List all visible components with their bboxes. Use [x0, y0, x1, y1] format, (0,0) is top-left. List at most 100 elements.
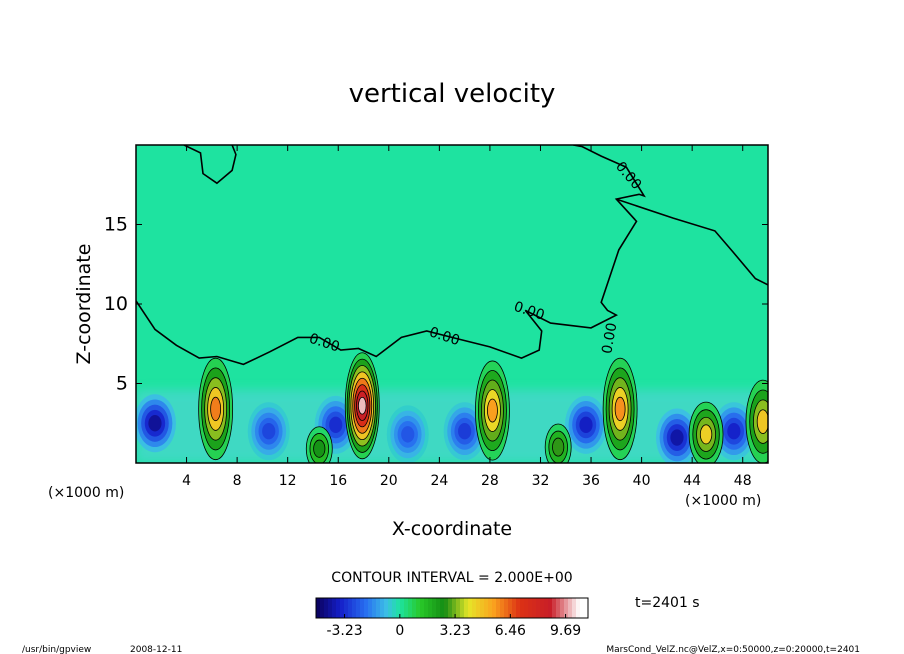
y-axis: 5 10 15 [104, 214, 768, 395]
y-axis-label: Z-coordinate [73, 244, 95, 365]
colorbar-band [548, 598, 553, 618]
colorbar-band [412, 598, 417, 618]
colorbar-band [444, 598, 449, 618]
x-unit-label-right: (×1000 m) [685, 493, 761, 509]
updraft-cell [305, 426, 333, 463]
colorbar-band [520, 598, 525, 618]
downdraft-cell [386, 405, 429, 463]
colorbar-band [524, 598, 529, 618]
zero-contour-line [616, 198, 768, 286]
footer-program: /usr/bin/gpview [22, 645, 91, 654]
colorbar-band [400, 598, 405, 618]
updraft-cell [198, 357, 234, 461]
colorbar-band [404, 598, 409, 618]
y-tick-label: 15 [104, 214, 128, 236]
footer-date: 2008-12-11 [130, 645, 182, 654]
colorbar-band [552, 598, 557, 618]
colorbar-band [476, 598, 481, 618]
plot-area [136, 145, 768, 463]
velocity-cells [136, 352, 768, 463]
colorbar-tick-label: 9.69 [550, 623, 581, 639]
colorbar-band [320, 598, 325, 618]
colorbar-band [528, 598, 533, 618]
colorbar-band [540, 598, 545, 618]
x-tick-label: 40 [633, 473, 651, 489]
colorbar-band [324, 598, 329, 618]
colorbar-band [416, 598, 421, 618]
colorbar-band [368, 598, 373, 618]
colorbar-band [372, 598, 377, 618]
updraft-cell [344, 352, 380, 460]
colorbar-band [576, 598, 581, 618]
colorbar-band [392, 598, 397, 618]
colorbar-band [536, 598, 541, 618]
colorbar-band [440, 598, 445, 618]
downdraft-cell [247, 402, 290, 461]
colorbar-band [360, 598, 365, 618]
colorbar-band [500, 598, 505, 618]
colorbar-band [348, 598, 353, 618]
colorbar-band [488, 598, 493, 618]
colorbar-band [456, 598, 461, 618]
colorbar-bands [316, 598, 589, 618]
x-tick-label: 8 [233, 473, 242, 489]
colorbar-band [328, 598, 333, 618]
colorbar-band [436, 598, 441, 618]
colorbar-band [556, 598, 561, 618]
colorbar-band [496, 598, 501, 618]
colorbar-band [468, 598, 473, 618]
chart-title: vertical velocity [349, 79, 556, 109]
colorbar-tick-label: 3.23 [439, 623, 470, 639]
y-tick-label: 10 [104, 293, 128, 315]
x-tick-label: 16 [329, 473, 347, 489]
colorbar-band [564, 598, 569, 618]
downdraft-cell [564, 395, 607, 454]
y-tick-label: 5 [116, 373, 128, 395]
colorbar-band [560, 598, 565, 618]
downdraft-cell [136, 394, 176, 453]
colorbar-band [504, 598, 509, 618]
colorbar-band [472, 598, 477, 618]
colorbar-band [480, 598, 485, 618]
x-tick-label: 28 [481, 473, 499, 489]
x-tick-label: 36 [582, 473, 600, 489]
x-tick-label: 32 [532, 473, 550, 489]
updraft-cell [745, 379, 768, 463]
downdraft-cell [712, 402, 755, 461]
colorbar-band [532, 598, 537, 618]
contour-interval: CONTOUR INTERVAL = 2.000E+00 [331, 570, 572, 586]
colorbar-band [484, 598, 489, 618]
colorbar-band [408, 598, 413, 618]
x-tick-label: 48 [734, 473, 752, 489]
colorbar-band [512, 598, 517, 618]
colorbar-frame [315, 597, 589, 619]
x-tick-label: 12 [279, 473, 297, 489]
colorbar-band [464, 598, 469, 618]
colorbar-band [316, 598, 321, 618]
colorbar-band [420, 598, 425, 618]
downdraft-cell [443, 402, 486, 461]
colorbar-band [448, 598, 453, 618]
colorbar-band [428, 598, 433, 618]
colorbar-band [460, 598, 465, 618]
x-tick-label: 24 [430, 473, 448, 489]
colorbar-band [432, 598, 437, 618]
colorbar-band [344, 598, 349, 618]
colorbar-band [340, 598, 345, 618]
contour-label: 0.00 [599, 322, 620, 355]
colorbar-band [580, 598, 585, 618]
colorbar-band [352, 598, 357, 618]
updraft-cell [602, 357, 638, 461]
updraft-cell [688, 401, 724, 463]
zero-contour [136, 145, 768, 366]
colorbar-band [376, 598, 381, 618]
colorbar-band [336, 598, 341, 618]
colorbar-band [364, 598, 369, 618]
colorbar-band [572, 598, 577, 618]
x-axis-label: X-coordinate [392, 518, 512, 540]
footer-source: MarsCond_VelZ.nc@VelZ,x=0:50000,z=0:2000… [606, 645, 860, 654]
x-tick-label: 4 [182, 473, 191, 489]
colorbar-band [508, 598, 513, 618]
zero-contour-line [183, 145, 237, 185]
